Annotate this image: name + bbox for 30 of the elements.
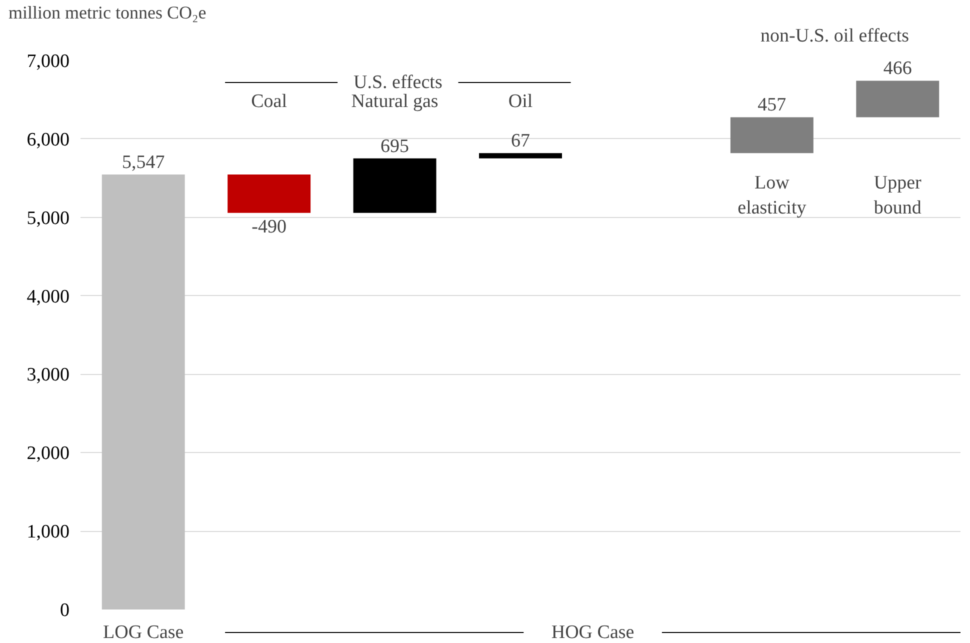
data-label: 466 xyxy=(883,58,912,80)
bar xyxy=(730,117,814,154)
y-tick-label: 7,000 xyxy=(26,51,70,72)
bar xyxy=(228,174,311,213)
x-tick-label: Oil xyxy=(508,90,533,112)
data-label: -490 xyxy=(252,216,286,238)
text: HOG Case xyxy=(551,622,634,643)
x-tick-label: Natural gas xyxy=(351,90,438,112)
y-tick-label: 4,000 xyxy=(26,286,70,308)
bar xyxy=(102,174,185,610)
y-tick-label: 1,000 xyxy=(26,522,70,543)
x-tick-label: Low elasticity xyxy=(738,172,807,219)
x-tick-label: Upper bound xyxy=(874,172,922,219)
x-tick-label: Coal xyxy=(251,90,288,112)
y-tick-label: 2,000 xyxy=(26,443,70,464)
bar xyxy=(353,158,436,213)
data-label: 695 xyxy=(380,136,410,157)
annotation: U.S. effects xyxy=(354,72,442,93)
y-tick-label: 6,000 xyxy=(26,129,70,150)
bar xyxy=(856,80,940,118)
bar xyxy=(479,153,562,158)
y-axis-title: million metric tonnes CO₂e xyxy=(8,2,206,22)
y-tick-label: 3,000 xyxy=(26,364,70,386)
data-label: 67 xyxy=(511,130,530,152)
y-tick-label: 5,000 xyxy=(26,208,70,229)
data-label: 5,547 xyxy=(122,152,165,173)
data-label: 457 xyxy=(758,94,786,116)
y-tick-label: 0 xyxy=(60,600,70,621)
x-tick-label: LOG Case xyxy=(102,622,184,643)
text: non-U.S. oil effects xyxy=(760,25,910,46)
